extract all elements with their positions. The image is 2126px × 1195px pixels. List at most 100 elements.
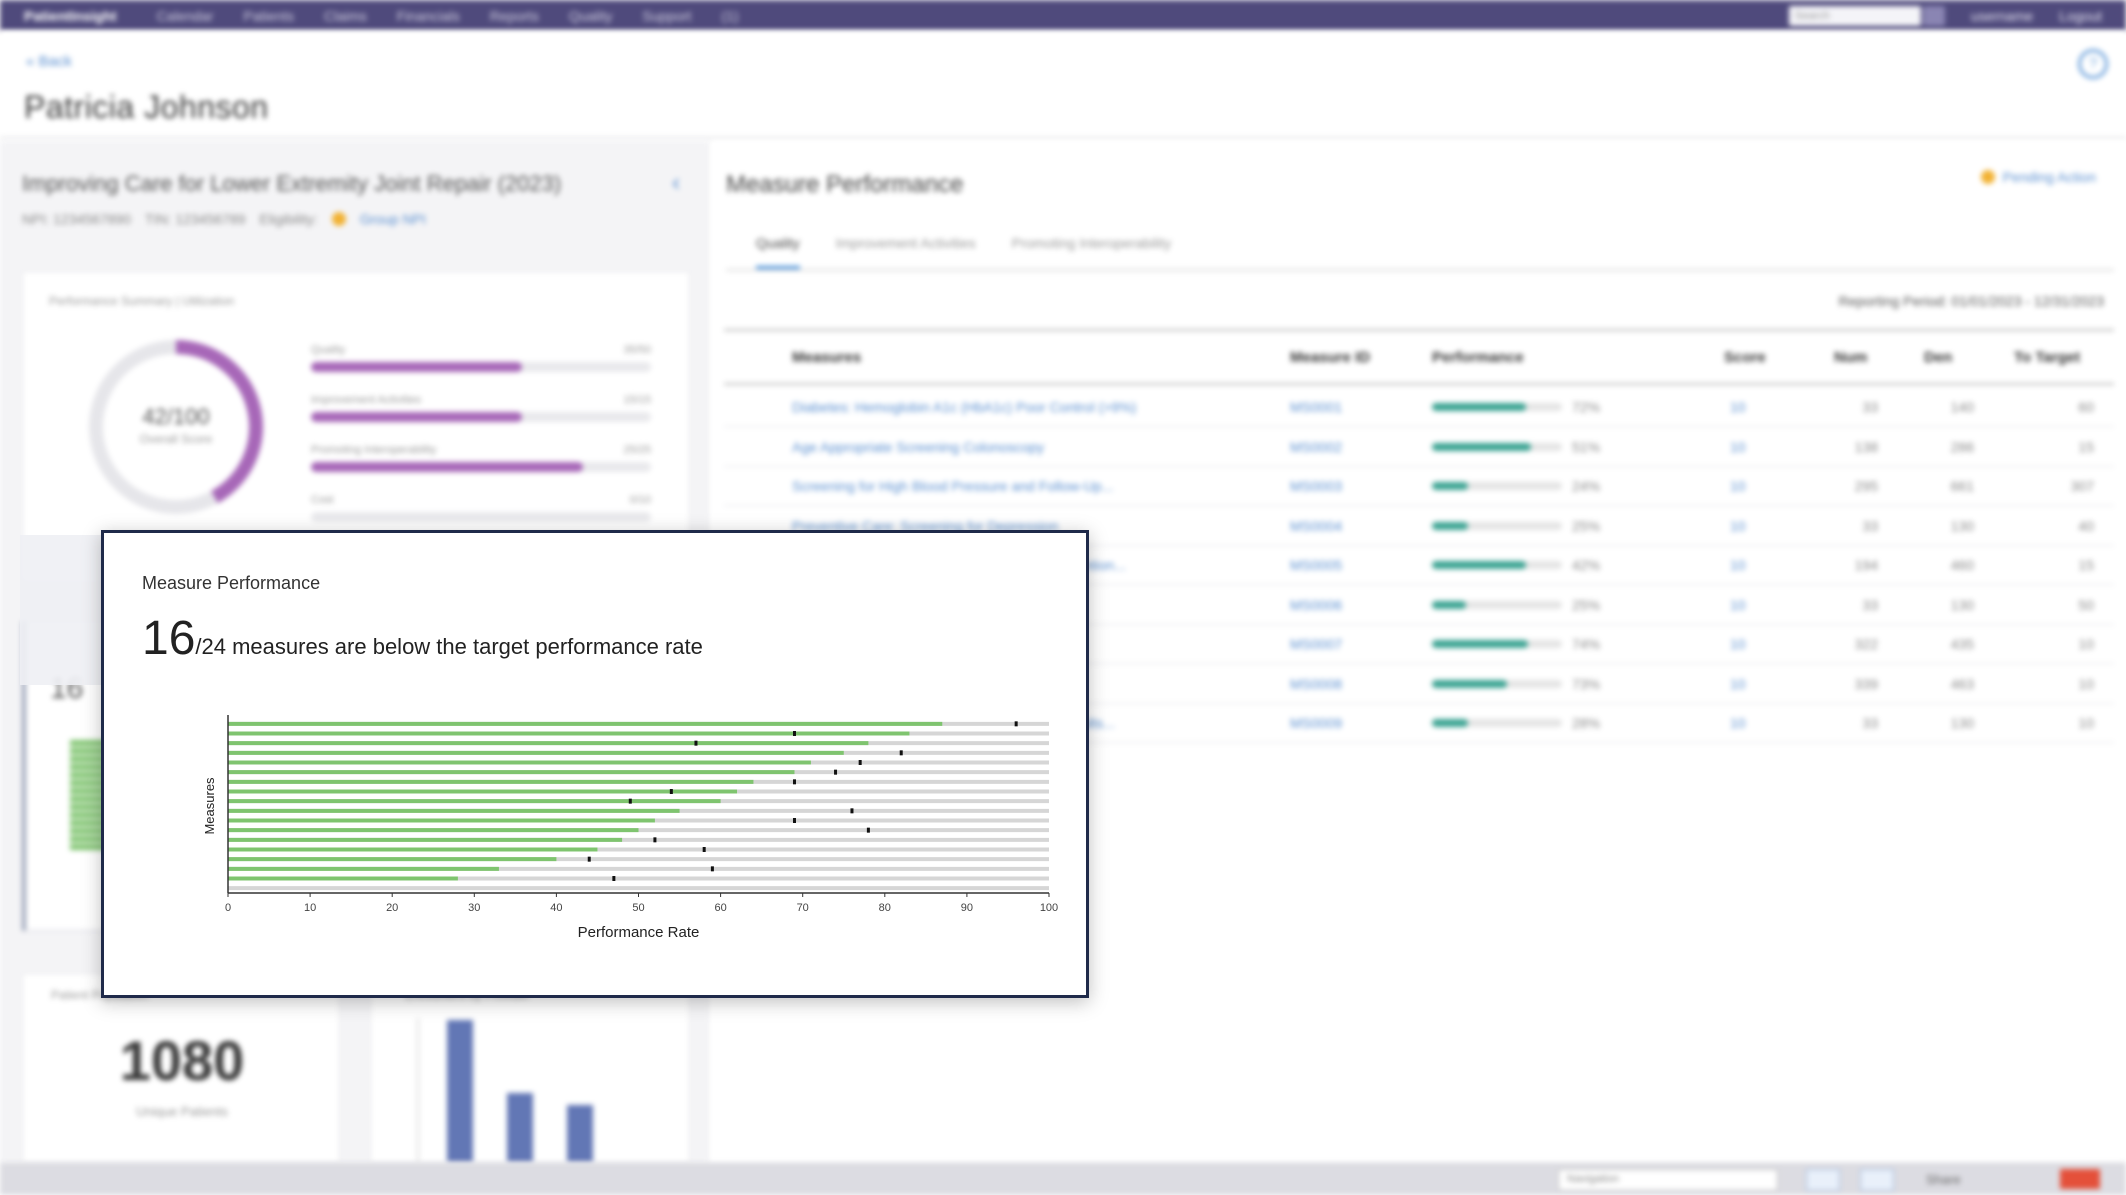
score-link[interactable]: 10	[1730, 557, 1746, 573]
performance-bar	[1432, 600, 1562, 609]
measure-performance-modal: Measure Performance 16/24 measures are b…	[101, 530, 1089, 998]
modal-headline: 16/24 measures are below the target perf…	[142, 611, 703, 666]
bottom-toolbar: Navigation Share	[0, 1163, 2126, 1195]
score-link[interactable]: 10	[1730, 636, 1746, 652]
program-title: Improving Care for Lower Extremity Joint…	[22, 171, 562, 196]
measure-id-link[interactable]: MS0006	[1290, 596, 1343, 613]
mini-bar	[70, 812, 110, 818]
mini-bar	[70, 820, 110, 826]
table-row[interactable]: Screening for High Blood Pressure and Fo…	[724, 466, 2114, 506]
x-tick-label: 100	[1040, 902, 1058, 914]
tab-promoting-interoperability[interactable]: Promoting Interoperability	[1011, 235, 1172, 251]
nav-item-support[interactable]: Support	[642, 7, 692, 24]
performance-bar	[1432, 719, 1562, 727]
target-marker	[669, 789, 673, 794]
pending-action-link[interactable]: Pending Action	[1980, 169, 2096, 185]
category-label: Improvement Activities	[311, 394, 422, 406]
category-fill	[311, 462, 583, 472]
score-link[interactable]: 10	[1730, 478, 1746, 494]
target-marker	[710, 866, 714, 872]
target-marker	[792, 818, 796, 823]
nav-item-reports[interactable]: Reports	[489, 7, 539, 24]
table-row[interactable]: Preventive Care: Screening for Depressio…	[724, 506, 2114, 546]
x-tick-label: 40	[550, 902, 562, 914]
target-marker	[899, 750, 903, 756]
col-score[interactable]: Score	[1724, 349, 1766, 366]
mini-bar	[70, 780, 110, 786]
y-axis-label: Measures	[202, 777, 217, 835]
performance-fill	[1432, 403, 1526, 411]
tab-improvement-activities[interactable]: Improvement Activities	[835, 235, 976, 251]
col-measure-id[interactable]: Measure ID	[1290, 349, 1371, 366]
mini-bar	[70, 844, 110, 850]
measure-id-link[interactable]: MS0003	[1290, 478, 1343, 494]
measure-id-link[interactable]: MS0005	[1290, 557, 1343, 573]
score-link[interactable]: 10	[1730, 517, 1746, 534]
nav-item-patients[interactable]: Patients	[243, 7, 294, 24]
measure-link[interactable]: Preventive Care: Screening for Depressio…	[792, 517, 1059, 534]
callout-pointer	[20, 535, 104, 685]
mini-bar	[70, 772, 110, 778]
measure-link[interactable]: Screening for High Blood Pressure and Fo…	[792, 478, 1114, 494]
share-link[interactable]: Share	[1926, 1172, 1961, 1187]
back-link[interactable]: « Back	[26, 53, 72, 70]
list-view-icon[interactable]	[1806, 1169, 1840, 1191]
collapse-chevron-icon[interactable]: ‹	[672, 169, 680, 196]
logout-link[interactable]: Logout	[2059, 7, 2102, 24]
tab-quality[interactable]: Quality	[756, 235, 800, 269]
category-label: Promoting Interoperability	[311, 444, 437, 456]
col-measures[interactable]: Measures	[792, 349, 862, 366]
score-donut: 42/100 Overall Score	[81, 332, 271, 522]
nav-item-claims[interactable]: Claims	[323, 7, 367, 24]
nav-item-calendar[interactable]: Calendar	[156, 7, 214, 24]
measure-id-link[interactable]: MS0007	[1290, 636, 1343, 652]
to-target: 10	[2078, 675, 2094, 692]
score-link[interactable]: 10	[1730, 399, 1746, 415]
col-performance[interactable]: Performance	[1432, 349, 1524, 366]
score-link[interactable]: 10	[1730, 438, 1746, 455]
search-input[interactable]: Search	[1788, 5, 1921, 26]
nav-item-notifications[interactable]: (1)	[721, 7, 739, 24]
numerator: 295	[1854, 478, 1878, 494]
brand-logo[interactable]: PatientInsight	[24, 7, 117, 24]
denominator: 661	[1950, 478, 1974, 494]
denominator: 435	[1950, 636, 1974, 652]
measure-id-link[interactable]: MS0004	[1290, 517, 1343, 534]
score-link[interactable]: 10	[1730, 715, 1746, 731]
table-row[interactable]: Diabetes: Hemoglobin A1c (HbA1c) Poor Co…	[724, 387, 2114, 427]
measure-id-link[interactable]: MS0002	[1290, 438, 1343, 455]
eligibility-link[interactable]: Group NPI	[359, 211, 426, 227]
help-circle-icon[interactable]: ?	[2078, 49, 2108, 79]
measure-id-link[interactable]: MS0001	[1290, 399, 1343, 415]
score-link[interactable]: 10	[1730, 596, 1746, 613]
performance-bar	[1432, 442, 1562, 451]
nav-item-financials[interactable]: Financials	[396, 7, 460, 24]
col-num[interactable]: Num	[1834, 349, 1868, 366]
grid-view-icon[interactable]	[1860, 1169, 1894, 1191]
measure-link[interactable]: Age Appropriate Screening Colonoscopy	[792, 438, 1045, 455]
card-title: Performance Summary | Utilization	[49, 294, 235, 308]
mini-bar	[70, 748, 110, 754]
donut-arc	[175, 340, 263, 504]
performance-fill	[1432, 640, 1529, 648]
user-menu[interactable]: username	[1970, 7, 2034, 24]
category-value: 15/15	[623, 394, 651, 406]
navigation-select[interactable]: Navigation	[1558, 1169, 1778, 1191]
warning-dot-icon	[331, 212, 346, 226]
measure-link[interactable]: Diabetes: Hemoglobin A1c (HbA1c) Poor Co…	[792, 399, 1137, 415]
search-icon[interactable]	[1922, 5, 1945, 26]
measure-id-link[interactable]: MS0008	[1290, 675, 1343, 692]
col-to-target[interactable]: To Target	[2014, 349, 2081, 366]
to-target: 60	[2078, 399, 2094, 415]
performance-pct: 25%	[1572, 517, 1601, 534]
score-link[interactable]: 10	[1730, 675, 1746, 692]
alert-button[interactable]	[2060, 1169, 2100, 1189]
performance-bar	[1432, 640, 1562, 648]
denominator: 460	[1950, 557, 1974, 573]
col-den[interactable]: Den	[1924, 349, 1953, 366]
table-row[interactable]: Age Appropriate Screening Colonoscopy MS0…	[724, 427, 2114, 467]
measure-id-link[interactable]: MS0009	[1290, 715, 1343, 731]
modal-title: Measure Performance	[142, 573, 321, 593]
numerator: 33	[1862, 517, 1878, 534]
nav-item-quality[interactable]: Quality	[568, 7, 613, 24]
